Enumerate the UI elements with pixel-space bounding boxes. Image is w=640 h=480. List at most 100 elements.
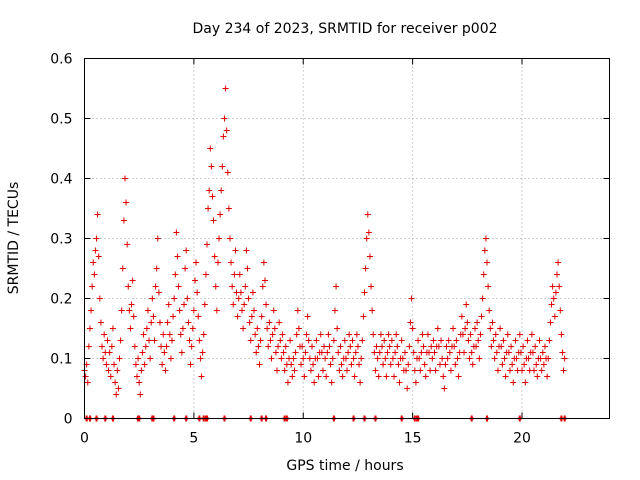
data-point [184,295,191,302]
data-point [349,337,356,344]
data-point [357,379,364,386]
data-point [546,337,553,344]
data-point [440,373,447,380]
data-point [117,337,124,344]
data-point [100,355,107,362]
data-point [455,373,462,380]
data-point [549,283,556,290]
data-point [139,349,146,356]
data-point [389,355,396,362]
data-point [359,337,366,344]
data-point [206,187,213,194]
data-point [86,325,93,332]
data-point [300,355,307,362]
data-point [230,301,237,308]
data-point [175,283,182,290]
data-point [331,307,338,314]
data-point [280,349,287,356]
data-point [278,355,285,362]
data-point [112,379,119,386]
data-point [232,247,239,254]
data-point [125,283,132,290]
data-point [427,367,434,374]
data-point [264,325,271,332]
data-point [131,343,138,350]
data-point [94,211,101,218]
data-point [314,355,321,362]
data-point [431,349,438,356]
data-point [347,343,354,350]
data-point [121,175,128,182]
data-point [324,349,331,356]
data-point [282,343,289,350]
data-point [200,331,207,338]
data-point [236,271,243,278]
x-tick-label: 0 [80,431,89,447]
data-point [185,319,192,326]
data-point [239,307,245,314]
data-point [114,367,121,374]
data-point [337,343,344,350]
data-point [333,283,340,290]
data-point [322,355,329,362]
data-point [415,337,422,344]
data-point [393,331,400,338]
x-axis-ticks: 0 5 10 15 20 [80,58,531,447]
data-point [231,271,238,278]
data-point [152,283,159,290]
data-point [249,289,256,296]
data-point [253,349,260,356]
data-point [396,379,403,386]
data-point [486,307,493,314]
data-point [82,373,89,380]
x-tick-label: 5 [189,431,198,447]
data-point [207,145,214,152]
data-point [524,337,531,344]
data-point [394,343,401,350]
data-point [214,259,221,266]
data-point [115,385,122,392]
data-point [101,331,108,338]
data-point [307,367,314,374]
data-point [226,235,233,242]
data-point [244,265,251,272]
data-point [251,307,258,314]
data-point [292,349,299,356]
data-point [477,331,484,338]
data-point [141,361,148,368]
data-point [171,295,178,302]
data-point [210,217,217,224]
data-point [451,343,458,350]
data-point [260,259,267,266]
data-point [466,355,473,362]
data-point [85,343,92,350]
data-point [303,331,310,338]
data-point [454,355,461,362]
data-point [373,343,380,350]
data-point [383,373,390,380]
data-point [136,379,143,386]
data-point [513,355,520,362]
data-point [327,361,334,368]
data-point [341,337,348,344]
data-point [271,325,278,332]
data-point [218,187,225,194]
data-point [363,235,370,242]
data-point [243,247,250,254]
data-point [533,361,540,368]
data-point [498,343,505,350]
data-point [407,319,414,326]
data-point [474,319,481,326]
data-point [277,337,284,344]
data-point [317,331,324,338]
data-point [259,283,266,290]
data-point [485,283,492,290]
data-point [173,229,180,236]
data-point [364,211,371,218]
data-point [354,343,361,350]
data-point [381,337,388,344]
data-point [360,313,367,320]
data-point [275,343,282,350]
data-point [274,367,280,374]
